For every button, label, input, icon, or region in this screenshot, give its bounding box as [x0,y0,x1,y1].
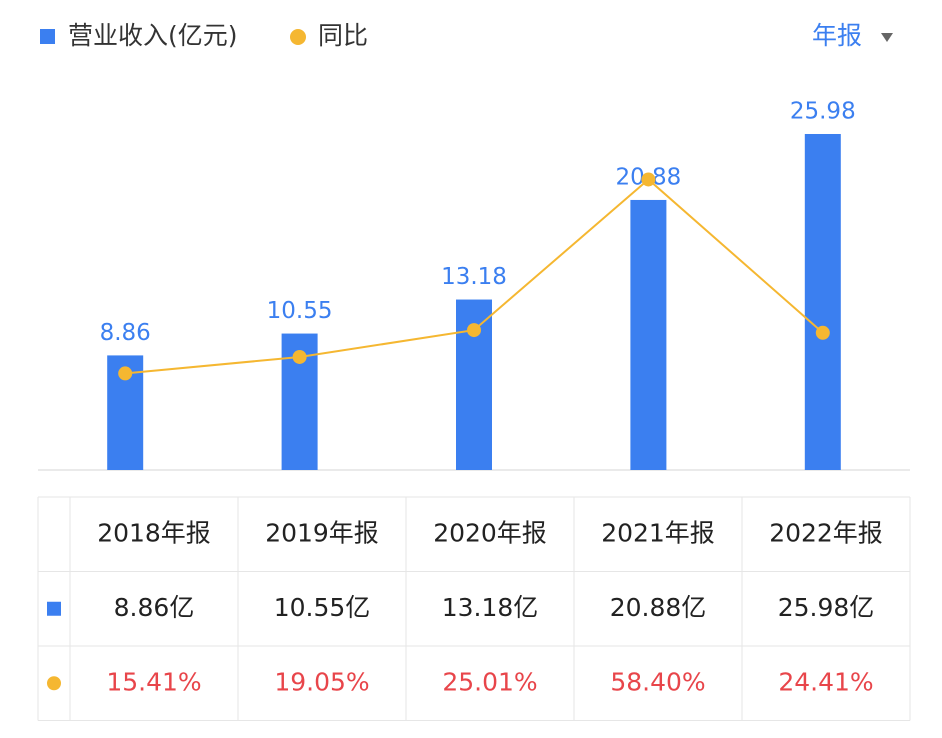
legend-swatch [40,29,55,44]
line-point [118,366,133,381]
table-cell: 24.41% [778,667,873,696]
table-cell: 19.05% [274,667,369,696]
table-header: 2021年报 [601,518,715,547]
period-label[interactable]: 年报 [812,21,862,50]
legend-label: 营业收入(亿元) [68,21,238,50]
table-cell: 13.18亿 [442,593,539,622]
line-point [815,325,830,340]
bar [630,199,667,470]
data-label: 8.86 [100,320,151,346]
bar [804,133,841,470]
table-cell: 10.55亿 [274,593,371,622]
table-cell: 25.01% [442,667,537,696]
table-cell: 25.98亿 [778,593,875,622]
table-header: 2020年报 [433,518,547,547]
table-header: 2018年报 [97,518,211,547]
table-header: 2019年报 [265,518,379,547]
legend-label: 同比 [318,21,368,50]
legend-swatch [290,29,306,45]
line-point [641,172,656,187]
data-label: 10.55 [267,298,333,324]
row-icon [47,676,61,691]
dropdown-arrow[interactable] [881,33,893,42]
table-cell: 20.88亿 [610,593,707,622]
row-icon [47,601,61,616]
line-point [292,349,307,364]
data-label: 13.18 [441,264,507,290]
table-cell: 15.41% [106,667,201,696]
table-header: 2022年报 [769,518,883,547]
table-cell: 8.86亿 [114,593,195,622]
line-point [467,323,481,338]
table-cell: 58.40% [610,667,705,696]
data-label: 25.98 [790,98,856,124]
period-selector[interactable]: 年报 [812,21,893,50]
